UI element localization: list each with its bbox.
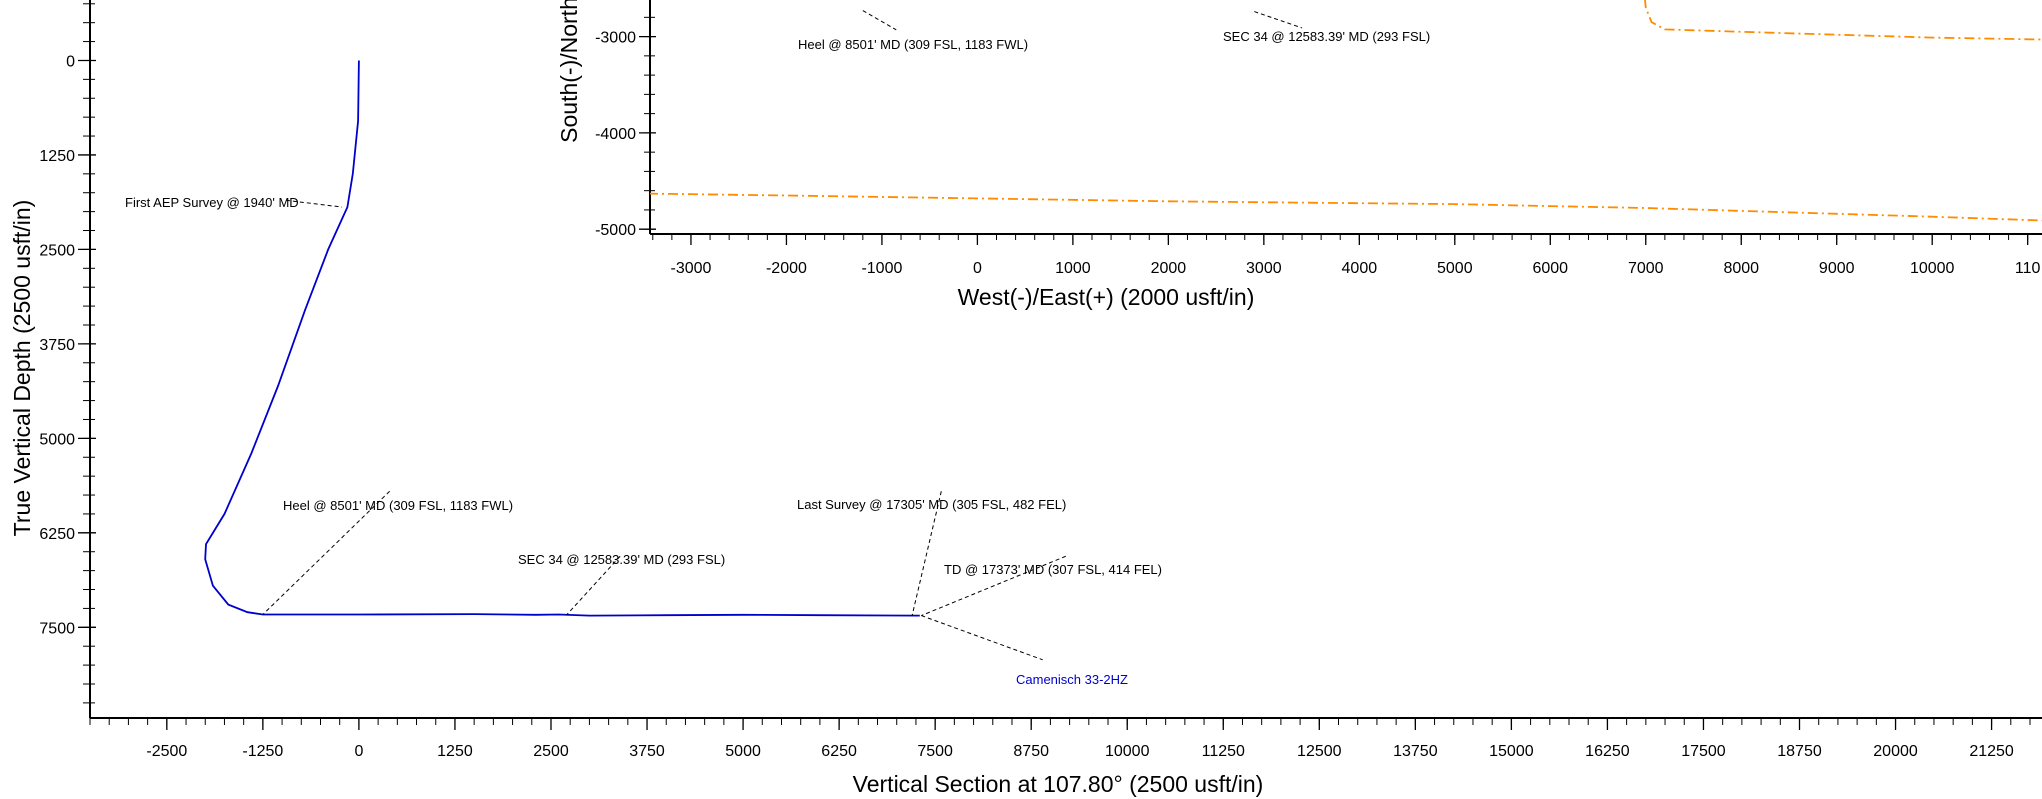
x-tick-label: 10000 — [1105, 743, 1150, 760]
x-tick-label: 3750 — [629, 743, 665, 760]
annotation-label: SEC 34 @ 12583.39' MD (293 FSL) — [518, 552, 725, 567]
x-tick-label: 21250 — [1969, 743, 2014, 760]
x-tick-label: 6000 — [1532, 260, 1568, 277]
x-tick-label: 5000 — [725, 743, 761, 760]
x-tick-label: 10000 — [1910, 260, 1955, 277]
x-tick-label: -1250 — [242, 743, 283, 760]
vertical-section-chart: -2500 -1250 0 1250 2500 3750 5000 6250 7500 8750 1… — [9, 0, 2042, 797]
annotation-label: Heel @ 8501' MD (309 FSL, 1183 FWL) — [283, 498, 513, 513]
y-tick-label: 6250 — [39, 526, 75, 543]
x-axis-title: Vertical Section at 107.80° (2500 usft/i… — [853, 771, 1264, 797]
x-tick-label: 2500 — [533, 743, 569, 760]
x-tick-label: -2500 — [146, 743, 187, 760]
annotation-label: Last Survey @ 17305' MD (305 FSL, 482 FE… — [797, 497, 1066, 512]
plan-view-chart: -3000 -2000 -1000 0 1000 2000 3000 4000 5000 6000… — [556, 0, 2042, 310]
x-tick-label: 15000 — [1489, 743, 1534, 760]
x-tick-label: 7000 — [1628, 260, 1664, 277]
x-tick-label: 16250 — [1585, 743, 1630, 760]
y-tick-label: -5000 — [595, 222, 636, 239]
annotation-leader — [565, 555, 621, 616]
annotation-label: Heel @ 8501' MD (309 FSL, 1183 FWL) — [798, 37, 1028, 52]
x-tick-label: 9000 — [1819, 260, 1855, 277]
y-tick-label: 0 — [66, 53, 75, 70]
annotation-leader — [921, 555, 1066, 617]
x-axis-title: West(-)/East(+) (2000 usft/in) — [958, 284, 1255, 310]
y-tick-label: -4000 — [595, 126, 636, 143]
x-tick-label: 0 — [354, 743, 363, 760]
x-tick-label: 20000 — [1873, 743, 1918, 760]
y-tick-label: 5000 — [39, 431, 75, 448]
x-tick-label: -2000 — [766, 260, 807, 277]
annotation-label: Camenisch 33-2HZ — [1016, 672, 1128, 687]
y-tick-label: 7500 — [39, 620, 75, 637]
annotation-label: First AEP Survey @ 1940' MD — [125, 195, 299, 210]
annotation-leader — [911, 491, 942, 616]
x-tick-label: -1000 — [861, 260, 902, 277]
series-line-1 — [1644, 0, 2042, 41]
x-tick-label: 4000 — [1342, 260, 1378, 277]
y-tick-label: 3750 — [39, 337, 75, 354]
x-tick-label: 110 — [2015, 260, 2041, 277]
annotation-leader — [921, 615, 1043, 661]
x-tick-label: 7500 — [917, 743, 953, 760]
series-group — [204, 60, 920, 617]
x-tick-label: 3000 — [1246, 260, 1282, 277]
x-tick-label: 8000 — [1723, 260, 1759, 277]
x-tick-label: -3000 — [671, 260, 712, 277]
x-tick-label: 1250 — [437, 743, 473, 760]
series-line-0 — [650, 192, 2042, 222]
x-tick-label: 1000 — [1055, 260, 1091, 277]
y-tick-label: 1250 — [39, 148, 75, 165]
x-tick-label: 2000 — [1151, 260, 1187, 277]
x-tick-label: 6250 — [821, 743, 857, 760]
annotation-leader — [262, 490, 390, 615]
annotation-label: TD @ 17373' MD (307 FSL, 414 FEL) — [944, 562, 1162, 577]
y-tick-label: -3000 — [595, 30, 636, 47]
y-axis-title: South(-)/North — [556, 0, 582, 143]
annotation-leader — [285, 199, 343, 208]
x-tick-label: 13750 — [1393, 743, 1438, 760]
x-tick-label: 11250 — [1202, 743, 1245, 760]
annotation-leader — [862, 10, 897, 31]
series-line-0 — [204, 60, 920, 617]
annotation-label: SEC 34 @ 12583.39' MD (293 FSL) — [1223, 29, 1430, 44]
series-group — [650, 0, 2042, 222]
x-tick-label: 5000 — [1437, 260, 1473, 277]
x-tick-label: 8750 — [1013, 743, 1049, 760]
x-tick-label: 12500 — [1297, 743, 1342, 760]
y-tick-label: 2500 — [39, 242, 75, 259]
annotation-leader — [1254, 11, 1303, 29]
x-tick-label: 18750 — [1777, 743, 1822, 760]
y-axis-title: True Vertical Depth (2500 usft/in) — [9, 200, 35, 537]
x-tick-label: 0 — [973, 260, 982, 277]
x-tick-label: 17500 — [1681, 743, 1726, 760]
